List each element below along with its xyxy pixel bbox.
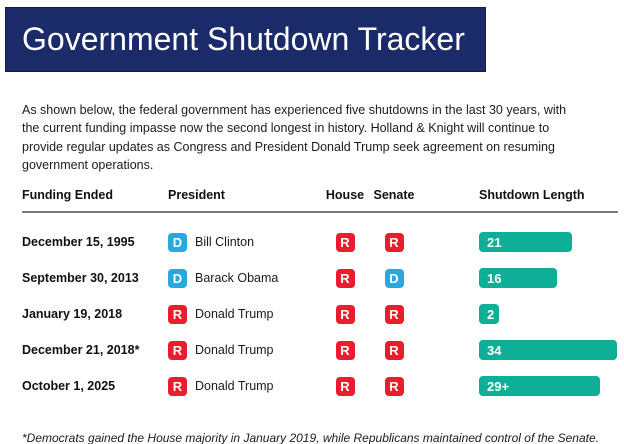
president-cell: D Bill Clinton	[168, 232, 320, 252]
house-party-badge: R	[335, 376, 355, 396]
senate-party-badge: R	[384, 340, 404, 360]
president-cell: R Donald Trump	[168, 304, 320, 324]
column-header-senate: Senate	[373, 188, 415, 202]
shutdown-length-cell: 2	[418, 304, 618, 324]
shutdown-length-cell: 29+	[418, 376, 618, 396]
funding-ended-date: December 15, 1995	[22, 235, 135, 249]
column-header-funding-ended: Funding Ended	[22, 188, 113, 202]
table-row: December 15, 1995 D Bill Clinton R R 21	[22, 224, 618, 260]
funding-ended-date: September 30, 2013	[22, 271, 139, 285]
shutdown-length-cell: 21	[418, 232, 618, 252]
shutdown-length-bar: 34	[479, 340, 617, 360]
table-row: December 21, 2018* R Donald Trump R R 34	[22, 332, 618, 368]
column-header-house: House	[325, 188, 365, 202]
shutdown-length-cell: 16	[418, 268, 618, 288]
table-row: October 1, 2025 R Donald Trump R R 29+	[22, 368, 618, 404]
president-party-badge: R	[168, 376, 187, 396]
senate-party-badge: R	[384, 232, 404, 252]
president-cell: D Barack Obama	[168, 268, 320, 288]
senate-party-badge: D	[384, 268, 404, 288]
table-row: September 30, 2013 D Barack Obama R D 16	[22, 260, 618, 296]
table-body: December 15, 1995 D Bill Clinton R R 21 …	[22, 213, 618, 404]
shutdown-length-bar: 16	[479, 268, 557, 288]
column-header-president: President	[168, 188, 225, 202]
page-title: Government Shutdown Tracker	[22, 21, 465, 57]
president-party-badge: D	[168, 232, 187, 252]
house-party-badge: R	[335, 340, 355, 360]
shutdown-table: Funding Ended President House Senate Shu…	[22, 188, 618, 404]
house-party-badge: R	[335, 268, 355, 288]
shutdown-length-bar: 21	[479, 232, 572, 252]
shutdown-length-bar: 2	[479, 304, 499, 324]
president-name: Donald Trump	[195, 343, 274, 357]
shutdown-length-cell: 34	[418, 340, 618, 360]
intro-text: As shown below, the federal government h…	[22, 102, 567, 173]
president-party-badge: R	[168, 340, 187, 360]
funding-ended-date: October 1, 2025	[22, 379, 116, 393]
footnote-text: *Democrats gained the House majority in …	[22, 431, 599, 444]
president-party-badge: R	[168, 304, 187, 324]
house-party-badge: R	[335, 304, 355, 324]
president-name: Donald Trump	[195, 307, 274, 321]
shutdown-length-bar: 29+	[479, 376, 600, 396]
table-row: January 19, 2018 R Donald Trump R R 2	[22, 296, 618, 332]
title-banner: Government Shutdown Tracker	[5, 7, 486, 72]
funding-ended-date: December 21, 2018*	[22, 343, 140, 357]
president-name: Bill Clinton	[195, 235, 255, 249]
funding-ended-date: January 19, 2018	[22, 307, 123, 321]
table-header-row: Funding Ended President House Senate Shu…	[22, 188, 618, 213]
senate-party-badge: R	[384, 304, 404, 324]
house-party-badge: R	[335, 232, 355, 252]
president-name: Barack Obama	[195, 271, 279, 285]
column-header-shutdown-length: Shutdown Length	[479, 188, 585, 202]
president-name: Donald Trump	[195, 379, 274, 393]
senate-party-badge: R	[384, 376, 404, 396]
president-cell: R Donald Trump	[168, 340, 320, 360]
president-cell: R Donald Trump	[168, 376, 320, 396]
president-party-badge: D	[168, 268, 187, 288]
